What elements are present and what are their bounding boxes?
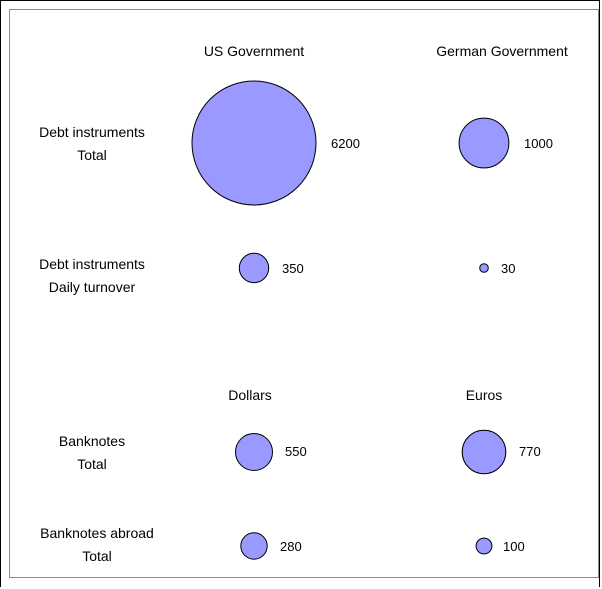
bubble-german-debt-turnover <box>479 263 489 273</box>
value-label-euros-total: 770 <box>519 444 541 459</box>
row-label-line: Debt instruments <box>39 256 145 272</box>
value-label-us-debt-total: 6200 <box>331 136 360 151</box>
row-label-line: Daily turnover <box>48 279 136 295</box>
value-label-german-debt-total: 1000 <box>524 136 553 151</box>
row-label-line: Total <box>82 548 112 564</box>
bubble-us-debt-total <box>191 80 317 206</box>
column-header-euros: Euros <box>465 387 503 403</box>
bubble-dollars-total <box>235 433 273 471</box>
column-header-us-government: US Government <box>203 43 305 59</box>
row-label-debt-turnover: Debt instruments Daily turnover <box>39 253 145 299</box>
bubble-dollars-abroad <box>240 532 268 560</box>
bubble-euros-abroad <box>475 537 493 555</box>
value-label-dollars-abroad: 280 <box>280 539 302 554</box>
row-label-banknotes-abroad: Banknotes abroad Total <box>40 522 154 568</box>
row-label-debt-total: Debt instruments Total <box>39 121 145 167</box>
bubble-us-debt-turnover <box>238 252 270 284</box>
column-header-german-government: German Government <box>436 43 568 59</box>
plot-area <box>9 9 599 578</box>
value-label-us-debt-turnover: 350 <box>282 261 304 276</box>
value-label-german-debt-turnover: 30 <box>501 261 516 276</box>
row-label-banknotes-total: Banknotes Total <box>59 430 125 476</box>
bubble-euros-total <box>461 429 507 475</box>
row-label-line: Debt instruments <box>39 124 145 140</box>
value-label-dollars-total: 550 <box>285 444 307 459</box>
row-label-line: Banknotes <box>58 433 126 449</box>
row-label-line: Total <box>77 456 107 472</box>
value-label-euros-abroad: 100 <box>503 539 525 554</box>
row-label-line: Banknotes abroad <box>40 525 154 541</box>
bubble-german-debt-total <box>458 117 510 169</box>
column-header-dollars: Dollars <box>228 387 272 403</box>
row-label-line: Total <box>77 147 107 163</box>
